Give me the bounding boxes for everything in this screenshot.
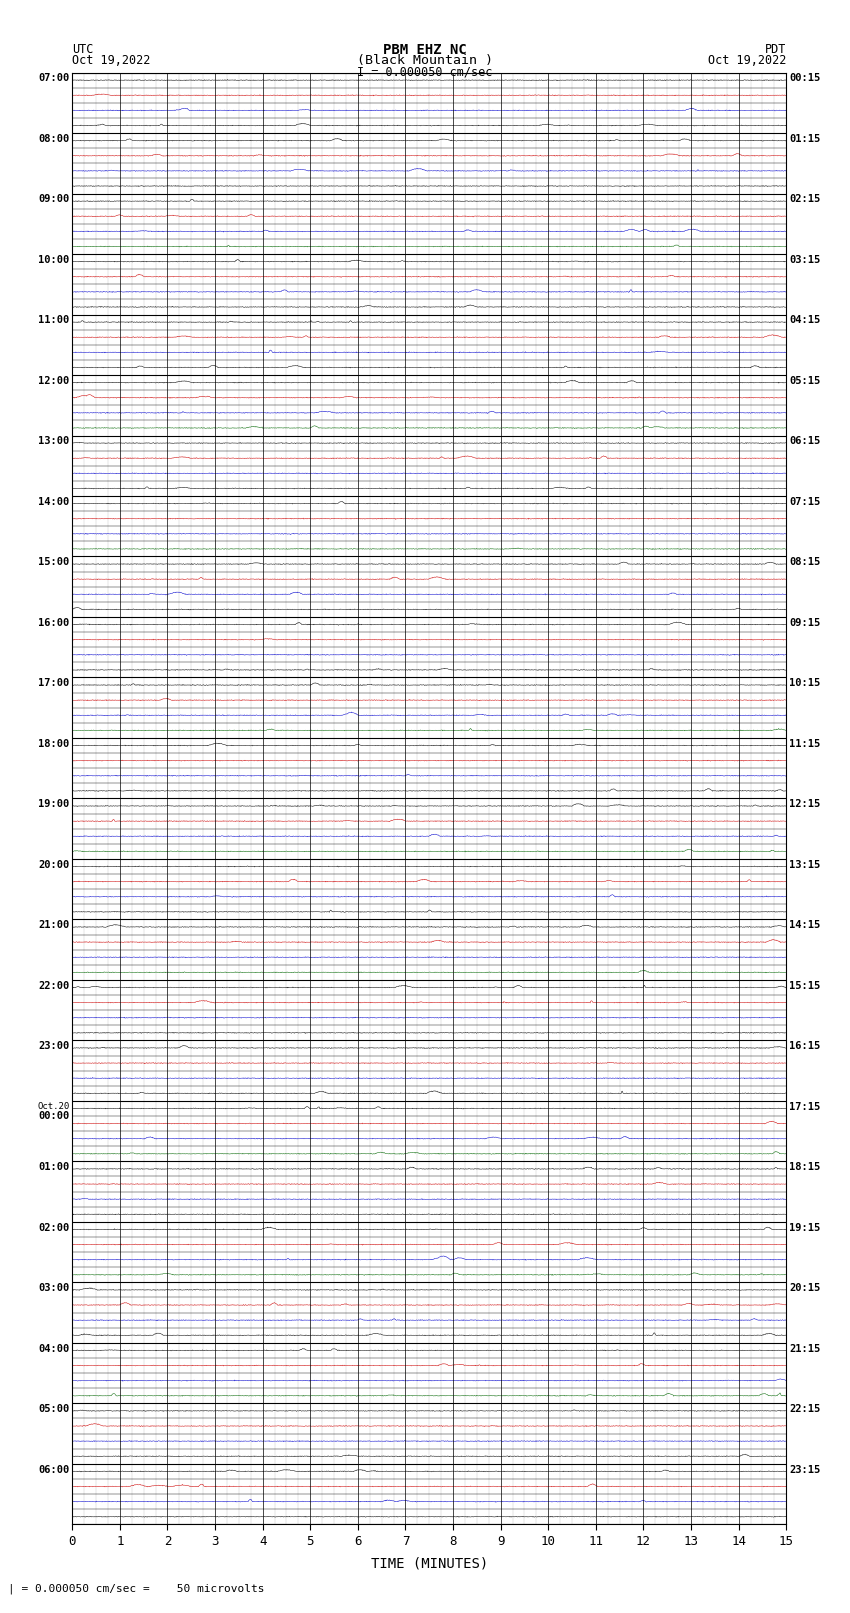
Text: 15:15: 15:15 xyxy=(789,981,820,990)
Text: 04:00: 04:00 xyxy=(38,1344,70,1353)
Text: 13:15: 13:15 xyxy=(789,860,820,869)
Text: 12:15: 12:15 xyxy=(789,798,820,810)
Text: | = 0.000050 cm/sec =    50 microvolts: | = 0.000050 cm/sec = 50 microvolts xyxy=(8,1582,265,1594)
Text: 01:15: 01:15 xyxy=(789,134,820,144)
Text: 15:00: 15:00 xyxy=(38,556,70,568)
Text: I = 0.000050 cm/sec: I = 0.000050 cm/sec xyxy=(357,65,493,79)
Text: 09:15: 09:15 xyxy=(789,618,820,627)
Text: 03:15: 03:15 xyxy=(789,255,820,265)
Text: 03:00: 03:00 xyxy=(38,1282,70,1294)
Text: 19:00: 19:00 xyxy=(38,798,70,810)
Text: 18:00: 18:00 xyxy=(38,739,70,748)
Text: 04:15: 04:15 xyxy=(789,315,820,326)
Text: 10:00: 10:00 xyxy=(38,255,70,265)
Text: Oct.20: Oct.20 xyxy=(37,1102,70,1111)
Text: 14:00: 14:00 xyxy=(38,497,70,506)
Text: Oct 19,2022: Oct 19,2022 xyxy=(708,53,786,68)
Text: 06:15: 06:15 xyxy=(789,436,820,447)
Text: 17:00: 17:00 xyxy=(38,677,70,689)
Text: 00:00: 00:00 xyxy=(38,1111,70,1121)
Text: 17:15: 17:15 xyxy=(789,1102,820,1111)
Text: 10:15: 10:15 xyxy=(789,677,820,689)
Text: 08:15: 08:15 xyxy=(789,556,820,568)
Text: 00:15: 00:15 xyxy=(789,73,820,84)
Text: 20:00: 20:00 xyxy=(38,860,70,869)
Text: 19:15: 19:15 xyxy=(789,1223,820,1232)
Text: 02:00: 02:00 xyxy=(38,1223,70,1232)
Text: 21:15: 21:15 xyxy=(789,1344,820,1353)
Text: 16:00: 16:00 xyxy=(38,618,70,627)
Text: 08:00: 08:00 xyxy=(38,134,70,144)
Text: 11:15: 11:15 xyxy=(789,739,820,748)
Text: 21:00: 21:00 xyxy=(38,919,70,931)
Text: 16:15: 16:15 xyxy=(789,1040,820,1052)
Text: 06:00: 06:00 xyxy=(38,1465,70,1474)
Text: 05:00: 05:00 xyxy=(38,1403,70,1415)
Text: 12:00: 12:00 xyxy=(38,376,70,386)
Text: UTC: UTC xyxy=(72,44,94,56)
X-axis label: TIME (MINUTES): TIME (MINUTES) xyxy=(371,1557,488,1569)
Text: 18:15: 18:15 xyxy=(789,1161,820,1173)
Text: 23:15: 23:15 xyxy=(789,1465,820,1474)
Text: (Black Mountain ): (Black Mountain ) xyxy=(357,53,493,68)
Text: 23:00: 23:00 xyxy=(38,1040,70,1052)
Text: Oct 19,2022: Oct 19,2022 xyxy=(72,53,150,68)
Text: 13:00: 13:00 xyxy=(38,436,70,447)
Text: 05:15: 05:15 xyxy=(789,376,820,386)
Text: PBM EHZ NC: PBM EHZ NC xyxy=(383,44,467,56)
Text: 07:00: 07:00 xyxy=(38,73,70,84)
Text: PDT: PDT xyxy=(765,44,786,56)
Text: 01:00: 01:00 xyxy=(38,1161,70,1173)
Text: 07:15: 07:15 xyxy=(789,497,820,506)
Text: 11:00: 11:00 xyxy=(38,315,70,326)
Text: 22:00: 22:00 xyxy=(38,981,70,990)
Text: 20:15: 20:15 xyxy=(789,1282,820,1294)
Text: 09:00: 09:00 xyxy=(38,194,70,205)
Text: 14:15: 14:15 xyxy=(789,919,820,931)
Text: 22:15: 22:15 xyxy=(789,1403,820,1415)
Text: 02:15: 02:15 xyxy=(789,194,820,205)
